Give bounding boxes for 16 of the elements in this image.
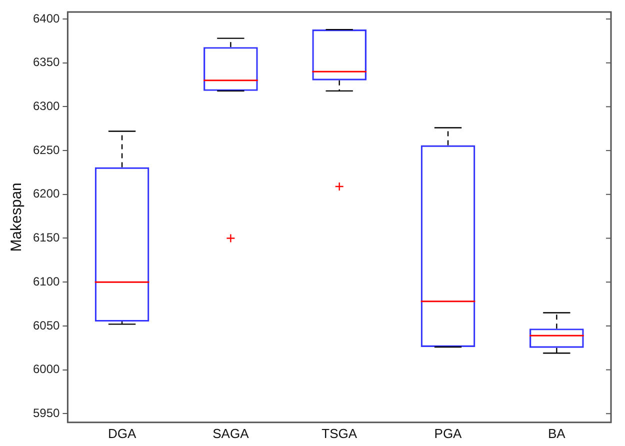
y-tick-label: 5950 — [32, 406, 60, 420]
y-tick-label: 6150 — [32, 230, 60, 245]
y-tick-label: 6100 — [32, 274, 60, 288]
y-tick-label: 6200 — [32, 186, 60, 201]
x-tick-label: DGA — [108, 426, 136, 441]
x-tick-label: SAGA — [212, 426, 250, 441]
y-tick-label: 6050 — [32, 318, 60, 332]
x-tick-label: TSGA — [322, 426, 358, 441]
y-axis-title: Makespan — [8, 182, 26, 252]
y-tick-label: 6350 — [32, 55, 60, 70]
x-tick-label: BA — [548, 426, 566, 441]
y-tick-label: 6300 — [32, 99, 60, 114]
y-tick-label: 6000 — [32, 362, 60, 376]
x-tick-label: PGA — [434, 426, 462, 441]
y-tick-label: 6400 — [32, 11, 60, 26]
y-tick-label: 6250 — [32, 142, 60, 157]
